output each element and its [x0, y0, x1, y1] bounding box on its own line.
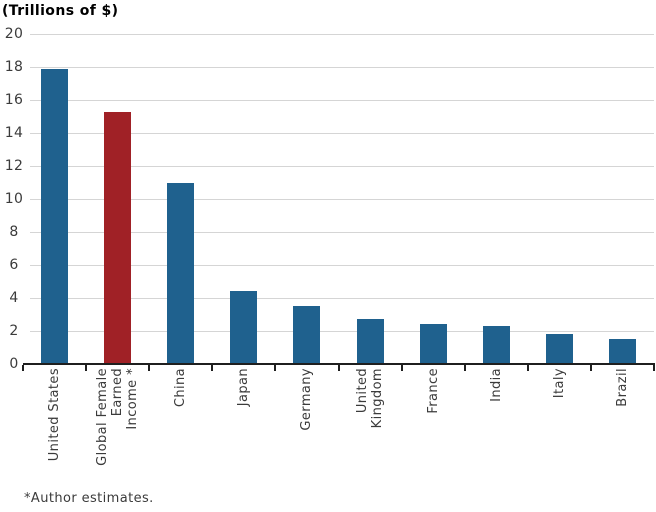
- x-axis-category-label: United States: [47, 368, 63, 462]
- y-axis-tick-label: 2: [9, 323, 19, 339]
- x-axis-tick: [85, 365, 88, 371]
- gridline: [30, 232, 654, 233]
- x-axis-tick: [274, 365, 277, 371]
- x-axis-tick: [463, 365, 466, 371]
- bar: [41, 68, 69, 364]
- gridline: [30, 199, 654, 200]
- x-axis-tick: [337, 365, 340, 371]
- gridline: [30, 133, 654, 134]
- bar: [545, 334, 573, 364]
- bar: [419, 324, 447, 364]
- bar: [293, 306, 321, 364]
- x-axis-category-label: Japan: [236, 368, 252, 407]
- gridline: [30, 298, 654, 299]
- bar: [482, 326, 510, 364]
- x-axis-tick: [653, 365, 655, 371]
- x-axis-tick: [22, 365, 24, 371]
- bar: [230, 291, 258, 364]
- gridline: [30, 331, 654, 332]
- x-axis-tick: [589, 365, 592, 371]
- chart-footnote: *Author estimates.: [24, 491, 154, 506]
- x-axis-category-label: Global Female Earned Income *: [95, 368, 141, 466]
- x-axis-category-label: United Kingdom: [355, 368, 386, 429]
- y-axis-tick-label: 16: [4, 92, 24, 108]
- x-axis-line: [23, 363, 655, 365]
- gridline: [30, 100, 654, 101]
- bar: [608, 339, 636, 364]
- bar: [356, 319, 384, 364]
- bar-highlighted: [104, 111, 132, 364]
- y-axis-tick-label: 8: [9, 224, 19, 240]
- x-axis-tick: [400, 365, 403, 371]
- y-axis-tick-label: 14: [4, 125, 24, 141]
- y-axis-tick-label: 18: [4, 59, 24, 75]
- y-axis-tick-label: 12: [4, 158, 24, 174]
- gridline: [30, 34, 654, 35]
- y-axis-tick-label: 4: [9, 290, 19, 306]
- x-axis-tick: [526, 365, 529, 371]
- x-axis-category-label: India: [488, 368, 504, 402]
- x-axis-tick: [148, 365, 151, 371]
- x-axis-category-label: Brazil: [614, 368, 630, 407]
- gridline: [30, 265, 654, 266]
- gridline: [30, 67, 654, 68]
- chart-title: (Trillions of $): [2, 3, 119, 19]
- x-axis-category-label: Germany: [299, 368, 315, 431]
- y-axis-tick-label: 6: [9, 257, 19, 273]
- y-axis-tick-label: 20: [4, 26, 24, 42]
- y-axis-tick-label: 10: [4, 191, 24, 207]
- x-axis-tick: [211, 365, 214, 371]
- y-axis-tick-label: 0: [9, 356, 19, 372]
- x-axis-category-label: China: [173, 368, 189, 408]
- x-axis-category-label: Italy: [551, 368, 567, 399]
- x-axis-category-label: France: [425, 368, 441, 414]
- bar: [167, 182, 195, 364]
- gridline: [30, 166, 654, 167]
